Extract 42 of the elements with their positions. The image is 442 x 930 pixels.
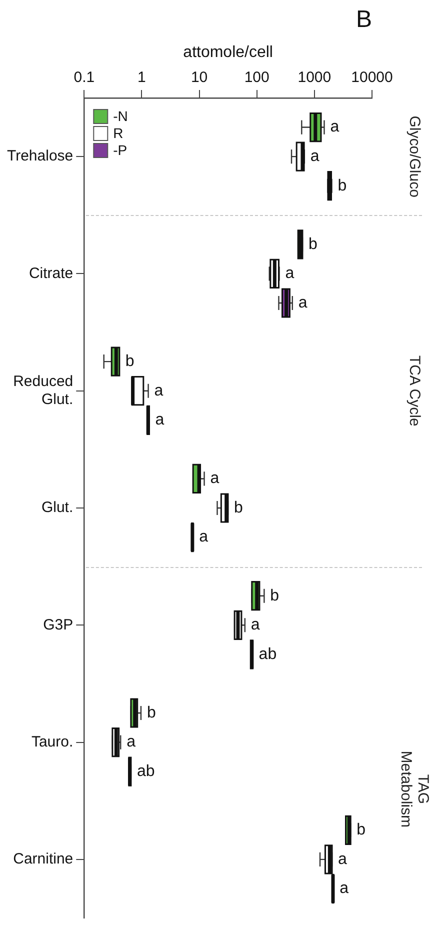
- text: a: [340, 880, 348, 898]
- y-tick-label: Carnitine: [13, 850, 74, 868]
- y-tick-label: Glut.: [41, 499, 74, 516]
- text: a: [330, 118, 340, 136]
- y-tick-label: Tauro.: [31, 733, 74, 750]
- text: b: [146, 704, 156, 722]
- legend-label: -N: [113, 108, 128, 124]
- x-tick-label: 100: [244, 69, 270, 86]
- text: a: [154, 382, 164, 400]
- text: a: [155, 412, 164, 429]
- text: TCA Cycle: [406, 355, 423, 426]
- x-axis-title: attomole/cell: [183, 44, 273, 61]
- x-tick-label: 10: [190, 69, 208, 86]
- text: a: [199, 528, 208, 546]
- text: a: [338, 850, 347, 868]
- text: a: [310, 148, 320, 165]
- y-tick-label: G3P: [43, 616, 74, 634]
- y-tick-label: Reduced Glut.: [13, 373, 74, 408]
- text: ab: [136, 762, 155, 780]
- text: a: [298, 294, 308, 312]
- text: a: [210, 470, 220, 488]
- y-tick-label: Citrate: [28, 264, 74, 282]
- text: Glyco/Gluco: [406, 116, 423, 198]
- legend-label: -P: [113, 142, 128, 158]
- text: b: [308, 236, 318, 253]
- x-tick-label: 0.1: [74, 69, 95, 86]
- text: b: [234, 499, 243, 516]
- x-tick-label: 1000: [298, 69, 332, 86]
- text: a: [250, 616, 260, 634]
- y-tick-label: Trehalose: [6, 148, 74, 165]
- legend-label: R: [113, 124, 124, 141]
- x-tick-label: 1: [138, 69, 146, 86]
- text: a: [126, 734, 136, 751]
- text: b: [338, 177, 347, 194]
- text: b: [270, 587, 280, 604]
- x-tick-label: 10000: [351, 69, 393, 86]
- text: a: [285, 265, 294, 282]
- text: ab: [258, 646, 277, 663]
- text: b: [125, 352, 134, 370]
- text: TAG Metabolism: [397, 750, 432, 828]
- chart-title: B: [356, 6, 372, 34]
- text: b: [356, 822, 366, 839]
